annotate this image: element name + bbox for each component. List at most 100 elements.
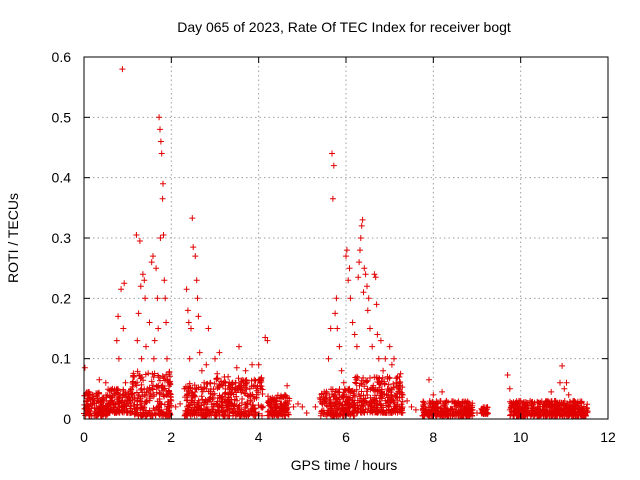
x-axis-label: GPS time / hours xyxy=(291,457,398,473)
data-point xyxy=(452,403,459,410)
data-point xyxy=(229,385,236,392)
data-point xyxy=(443,397,450,404)
data-point xyxy=(527,397,534,404)
data-point xyxy=(357,395,364,402)
data-point xyxy=(332,310,339,317)
data-point xyxy=(158,150,165,157)
data-point xyxy=(384,373,391,380)
data-point xyxy=(561,398,568,405)
data-point xyxy=(214,402,221,409)
data-point xyxy=(146,319,153,326)
data-point xyxy=(140,409,147,416)
data-point xyxy=(342,404,349,411)
data-point xyxy=(238,400,245,406)
data-point xyxy=(359,216,366,223)
data-point xyxy=(166,368,173,375)
data-point xyxy=(184,391,191,397)
data-point xyxy=(367,325,373,332)
y-tick-label: 0.1 xyxy=(52,351,72,367)
data-point xyxy=(540,407,547,414)
data-point xyxy=(559,362,566,369)
data-point xyxy=(138,381,145,388)
data-point xyxy=(145,370,152,377)
data-point xyxy=(216,384,223,391)
data-point xyxy=(319,400,325,407)
data-point xyxy=(189,404,196,411)
data-point xyxy=(233,364,240,371)
data-point xyxy=(377,401,384,408)
data-point xyxy=(346,265,353,272)
data-point xyxy=(481,404,488,411)
data-point xyxy=(388,386,395,393)
data-point xyxy=(192,393,199,400)
data-point xyxy=(111,409,118,416)
data-point xyxy=(570,408,577,415)
data-point xyxy=(115,313,122,320)
data-point xyxy=(129,384,136,390)
data-point xyxy=(94,411,101,418)
data-point xyxy=(259,412,265,419)
data-point xyxy=(561,385,568,392)
data-point xyxy=(164,355,170,362)
data-point xyxy=(172,403,179,410)
data-point xyxy=(213,401,220,408)
data-point xyxy=(343,247,350,254)
data-point xyxy=(159,387,165,394)
data-point xyxy=(96,390,103,397)
data-point xyxy=(421,400,428,407)
data-point xyxy=(372,274,379,281)
data-point xyxy=(148,378,155,385)
data-point xyxy=(368,398,375,405)
data-point xyxy=(357,247,363,254)
data-point xyxy=(139,271,146,278)
data-point xyxy=(89,391,96,398)
data-point xyxy=(522,403,528,410)
data-point xyxy=(133,382,140,389)
data-point xyxy=(153,383,160,390)
data-point xyxy=(447,406,454,413)
data-point xyxy=(202,413,209,419)
data-point xyxy=(134,337,141,344)
data-point xyxy=(557,379,563,386)
data-point xyxy=(100,394,107,401)
data-point xyxy=(129,390,136,397)
data-point xyxy=(581,411,588,418)
data-point xyxy=(221,378,228,385)
data-point xyxy=(530,403,537,410)
data-point xyxy=(351,393,358,400)
data-point xyxy=(360,289,367,296)
data-point xyxy=(257,385,264,392)
data-point xyxy=(353,380,360,387)
data-point xyxy=(150,405,157,412)
data-point xyxy=(397,370,404,377)
data-point xyxy=(236,383,243,390)
data-point xyxy=(232,412,239,419)
data-point xyxy=(517,397,524,404)
data-point xyxy=(462,405,469,412)
data-point xyxy=(329,386,336,393)
data-point xyxy=(330,412,337,419)
data-point xyxy=(434,403,441,410)
data-point xyxy=(528,399,535,406)
data-point xyxy=(197,384,204,390)
data-point xyxy=(252,405,259,412)
data-point xyxy=(225,382,232,389)
data-point xyxy=(159,373,166,380)
data-point xyxy=(259,404,266,411)
x-tick-label: 12 xyxy=(600,429,616,445)
data-point xyxy=(539,403,546,410)
data-point xyxy=(166,379,173,386)
data-point xyxy=(426,376,432,383)
data-point xyxy=(318,408,325,415)
data-point xyxy=(153,265,160,272)
data-point xyxy=(531,407,538,414)
data-point xyxy=(141,277,148,284)
data-point xyxy=(260,403,266,410)
data-point xyxy=(367,402,374,409)
data-point xyxy=(234,397,240,404)
data-point xyxy=(272,408,279,415)
data-point xyxy=(327,325,334,332)
data-point xyxy=(583,406,590,413)
data-point xyxy=(241,408,248,415)
data-point xyxy=(229,380,236,386)
